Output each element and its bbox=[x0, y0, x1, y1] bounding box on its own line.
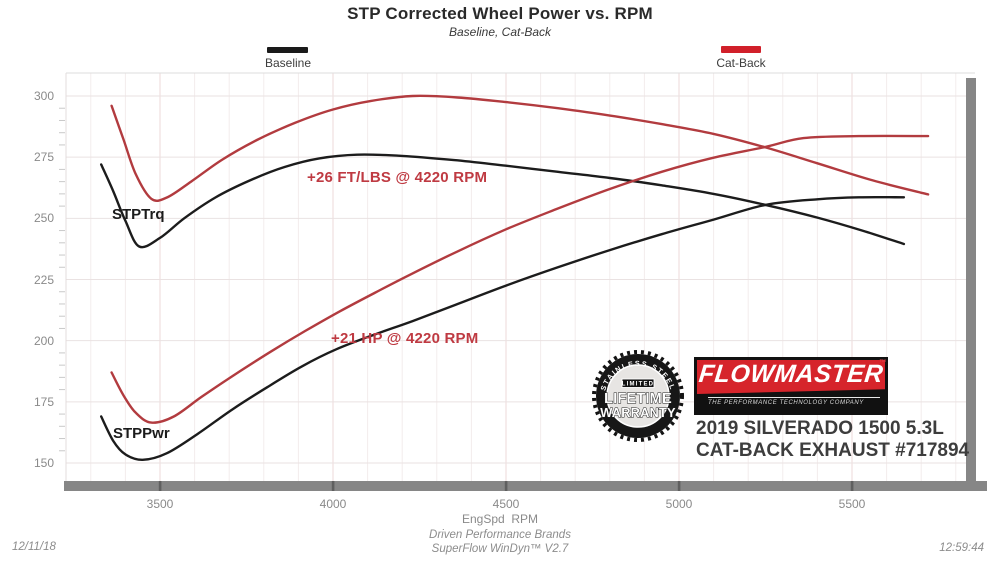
vehicle-info-line1: 2019 SILVERADO 1500 5.3L bbox=[696, 418, 944, 439]
stppwr-curve-label: STPPwr bbox=[113, 425, 170, 442]
footer-brand-line: Driven Performance Brands bbox=[429, 529, 571, 541]
baseline-legend-swatch bbox=[267, 47, 308, 53]
chart-title: STP Corrected Wheel Power vs. RPM bbox=[347, 4, 653, 23]
y-tick-label: 150 bbox=[33, 456, 54, 470]
x-major-tick bbox=[331, 481, 335, 491]
x-axis-bar bbox=[64, 481, 987, 491]
badge-lifetime-text: LIFETIME bbox=[604, 391, 672, 407]
x-tick-label: 3500 bbox=[146, 497, 174, 511]
stptrq-curve-label: STPTrq bbox=[112, 206, 165, 223]
badge-warranty-text: WARRANTY bbox=[600, 405, 676, 420]
catback-legend-swatch bbox=[721, 46, 761, 53]
curve-baseline-stppwr bbox=[100, 195, 906, 462]
x-major-tick bbox=[504, 481, 508, 491]
y-tick-label: 175 bbox=[33, 394, 54, 409]
right-axis-bar bbox=[966, 78, 976, 491]
vehicle-info-line2: CAT-BACK EXHAUST #717894 bbox=[696, 440, 970, 461]
badge-scallop-ring bbox=[592, 350, 684, 442]
baseline-legend-label: Baseline bbox=[264, 56, 312, 70]
power-gain-annotation: +21 HP @ 4220 RPM bbox=[331, 330, 479, 347]
badge-banner-text: LIMITED bbox=[622, 382, 654, 388]
x-tick-label: 4000 bbox=[319, 497, 347, 511]
flowmaster-wordmark: FLOWMASTER bbox=[697, 360, 885, 388]
y-tick-label: 275 bbox=[33, 150, 54, 165]
footer-time: 12:59:44 bbox=[939, 542, 984, 554]
chart-subtitle: Baseline, Cat-Back bbox=[448, 25, 552, 39]
flowmaster-tagline: THE PERFORMANCE TECHNOLOGY COMPANY bbox=[708, 397, 880, 406]
footer-date: 12/11/18 bbox=[12, 541, 56, 553]
lifetime-warranty-badge: STAINLESS STEEL LIMITED LIFETIME WARRANT… bbox=[592, 350, 684, 442]
x-tick-label: 5000 bbox=[665, 497, 693, 511]
catback-legend-label: Cat-Back bbox=[716, 56, 766, 70]
y-tick-label: 225 bbox=[33, 272, 54, 287]
x-major-tick bbox=[158, 481, 162, 491]
y-tick-label: 200 bbox=[33, 333, 54, 348]
x-major-tick bbox=[850, 481, 854, 491]
y-tick-label: 250 bbox=[33, 211, 54, 226]
y-tick-label: 300 bbox=[33, 89, 54, 103]
badge-banner-box bbox=[621, 378, 655, 388]
curve-baseline-stptrq bbox=[100, 153, 906, 249]
flowmaster-trademark: ™ bbox=[879, 359, 886, 366]
torque-gain-annotation: +26 FT/LBS @ 4220 RPM bbox=[307, 169, 488, 186]
x-tick-label: 5500 bbox=[838, 497, 866, 511]
x-tick-label: 4500 bbox=[492, 497, 520, 511]
flowmaster-red-band bbox=[697, 360, 885, 394]
footer-software-line: SuperFlow WinDyn™ V2.7 bbox=[431, 543, 569, 555]
x-axis-title: EngSpd RPM bbox=[461, 512, 539, 526]
flowmaster-logo: FLOWMASTER ™ THE PERFORMANCE TECHNOLOGY … bbox=[694, 357, 888, 415]
curve-cat-back-stptrq bbox=[110, 94, 930, 203]
x-major-tick bbox=[677, 481, 681, 491]
curve-cat-back-stppwr bbox=[110, 134, 930, 424]
